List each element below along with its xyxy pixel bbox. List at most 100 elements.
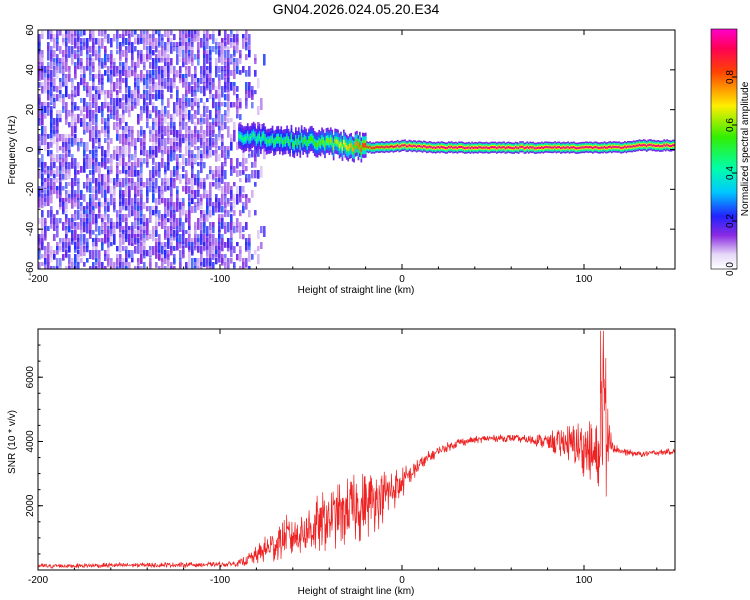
noise-cell	[230, 142, 233, 151]
noise-cell	[140, 162, 143, 174]
noise-cell	[62, 62, 65, 70]
noise-cell	[56, 122, 59, 133]
noise-cell	[68, 134, 71, 142]
noise-cell	[140, 218, 143, 225]
y-tick-label: 2000	[25, 494, 36, 517]
noise-cell	[230, 186, 233, 190]
noise-cell	[221, 194, 224, 206]
noise-cell	[95, 74, 98, 79]
noise-cell	[227, 222, 230, 233]
ridge-cell	[332, 145, 335, 150]
noise-cell	[242, 234, 245, 240]
noise-cell	[158, 50, 161, 61]
noise-cell	[263, 226, 266, 237]
noise-cell	[149, 86, 152, 96]
noise-cell	[224, 110, 227, 116]
noise-cell	[227, 262, 230, 267]
noise-cell	[86, 90, 89, 98]
noise-cell	[245, 222, 248, 230]
noise-cell	[179, 202, 182, 210]
noise-cell	[134, 266, 137, 269]
noise-cell	[104, 198, 107, 205]
noise-cell	[80, 234, 83, 246]
noise-cell	[41, 102, 44, 110]
noise-cell	[224, 258, 227, 266]
noise-cell	[194, 178, 197, 186]
noise-cell	[86, 214, 89, 222]
noise-cell	[68, 142, 71, 153]
noise-cell	[38, 194, 41, 202]
ridge-cell	[404, 143, 406, 146]
noise-cell	[167, 110, 170, 119]
noise-cell	[116, 154, 119, 161]
noise-cell	[257, 230, 260, 239]
noise-cell	[65, 86, 68, 98]
noise-cell	[167, 258, 170, 267]
noise-cell	[254, 154, 257, 162]
noise-cell	[143, 254, 146, 259]
noise-cell	[224, 30, 227, 40]
noise-cell	[107, 158, 110, 164]
noise-cell	[116, 266, 119, 269]
noise-cell	[203, 194, 206, 199]
noise-cell	[158, 186, 161, 192]
noise-cell	[122, 226, 125, 232]
noise-cell	[131, 230, 134, 238]
ridge-cell	[532, 146, 534, 149]
noise-cell	[65, 78, 68, 88]
noise-cell	[140, 94, 143, 99]
noise-cell	[125, 38, 128, 45]
noise-cell	[224, 94, 227, 101]
noise-cell	[83, 246, 86, 252]
noise-cell	[179, 46, 182, 58]
noise-cell	[224, 66, 227, 72]
noise-cell	[122, 38, 125, 47]
noise-cell	[125, 202, 128, 208]
noise-cell	[86, 222, 89, 234]
ridge-cell	[530, 146, 533, 149]
noise-cell	[224, 102, 227, 108]
noise-cell	[194, 102, 197, 107]
ridge-cell	[261, 134, 264, 139]
noise-cell	[47, 198, 50, 206]
noise-cell	[200, 78, 203, 85]
noise-cell	[119, 122, 122, 130]
noise-cell	[116, 106, 119, 112]
noise-cell	[59, 174, 62, 180]
noise-cell	[164, 126, 167, 136]
noise-cell	[152, 106, 155, 113]
noise-cell	[179, 66, 182, 74]
noise-cell	[203, 142, 206, 154]
ridge-cell	[395, 145, 398, 148]
noise-cell	[65, 42, 68, 53]
noise-cell	[164, 82, 167, 89]
noise-cell	[56, 134, 59, 141]
noise-cell	[137, 210, 140, 221]
noise-cell	[104, 130, 107, 138]
noise-cell	[200, 262, 203, 267]
noise-cell	[167, 154, 170, 166]
ridge-cell	[281, 140, 284, 145]
noise-cell	[101, 106, 104, 112]
noise-cell	[245, 258, 248, 268]
noise-cell	[50, 258, 53, 263]
noise-cell	[77, 242, 80, 247]
noise-cell	[104, 206, 107, 217]
noise-cell	[110, 158, 113, 163]
ridge-cell	[544, 146, 546, 149]
noise-cell	[110, 90, 113, 95]
noise-cell	[242, 34, 245, 39]
noise-cell	[74, 190, 77, 197]
noise-cell	[176, 146, 179, 152]
noise-cell	[68, 266, 71, 269]
noise-cell	[86, 50, 89, 60]
noise-cell	[74, 230, 77, 241]
noise-cell	[209, 110, 212, 120]
noise-cell	[41, 186, 44, 191]
noise-cell	[95, 250, 98, 259]
noise-cell	[206, 206, 209, 216]
noise-cell	[218, 110, 221, 115]
noise-cell	[194, 246, 197, 251]
noise-cell	[233, 262, 236, 267]
noise-cell	[38, 42, 41, 52]
